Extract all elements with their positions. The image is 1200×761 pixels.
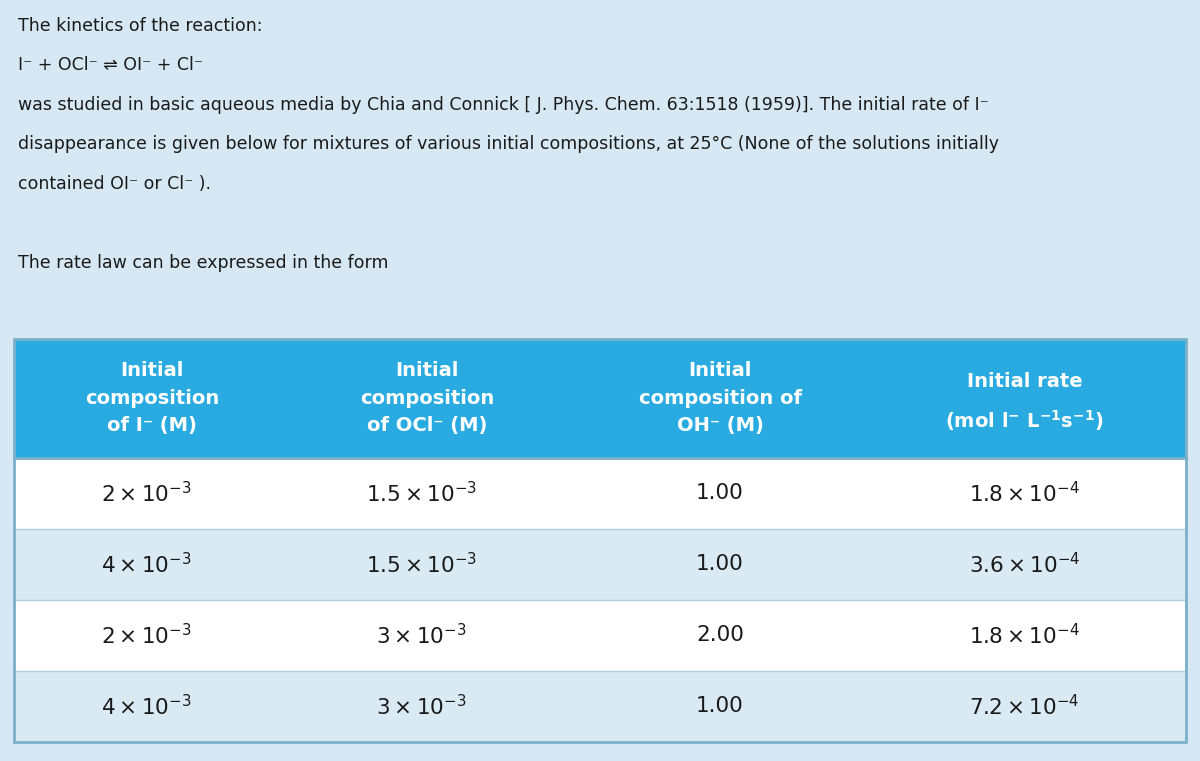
Text: composition: composition bbox=[360, 389, 494, 408]
Text: Initial: Initial bbox=[689, 361, 751, 380]
Text: Initial rate: Initial rate bbox=[967, 372, 1082, 391]
Text: contained OI⁻ or Cl⁻ ).: contained OI⁻ or Cl⁻ ). bbox=[18, 175, 211, 193]
Text: $1.5 \times 10^{-3}$: $1.5 \times 10^{-3}$ bbox=[366, 552, 478, 577]
Text: disappearance is given below for mixtures of various initial compositions, at 25: disappearance is given below for mixture… bbox=[18, 135, 998, 154]
Text: I⁻ + OCl⁻ ⇌ OI⁻ + Cl⁻: I⁻ + OCl⁻ ⇌ OI⁻ + Cl⁻ bbox=[18, 56, 203, 75]
Text: Initial: Initial bbox=[120, 361, 184, 380]
Text: The rate law can be expressed in the form: The rate law can be expressed in the for… bbox=[18, 254, 389, 272]
Text: of I⁻ (M): of I⁻ (M) bbox=[107, 416, 197, 435]
Text: 1.00: 1.00 bbox=[696, 483, 744, 503]
Text: $7.2 \times 10^{-4}$: $7.2 \times 10^{-4}$ bbox=[970, 694, 1080, 719]
Text: The kinetics of the reaction:: The kinetics of the reaction: bbox=[18, 17, 263, 35]
Text: composition: composition bbox=[85, 389, 220, 408]
Text: $3 \times 10^{-3}$: $3 \times 10^{-3}$ bbox=[377, 622, 467, 648]
Text: $3.6 \times 10^{-4}$: $3.6 \times 10^{-4}$ bbox=[968, 552, 1080, 577]
Text: OH⁻ (M): OH⁻ (M) bbox=[677, 416, 763, 435]
Text: $1.8 \times 10^{-4}$: $1.8 \times 10^{-4}$ bbox=[970, 622, 1080, 648]
Text: 2.00: 2.00 bbox=[696, 626, 744, 645]
Text: $2 \times 10^{-3}$: $2 \times 10^{-3}$ bbox=[101, 622, 192, 648]
Text: 1.00: 1.00 bbox=[696, 696, 744, 716]
Text: $4 \times 10^{-3}$: $4 \times 10^{-3}$ bbox=[101, 694, 192, 719]
Text: 1.00: 1.00 bbox=[696, 554, 744, 575]
Text: (mol $\mathregular{l^{-}}$ $\mathregular{L^{-1}s^{-1}}$): (mol $\mathregular{l^{-}}$ $\mathregular… bbox=[946, 408, 1104, 432]
Text: composition of: composition of bbox=[638, 389, 802, 408]
Text: $1.5 \times 10^{-3}$: $1.5 \times 10^{-3}$ bbox=[366, 480, 478, 506]
Text: $2 \times 10^{-3}$: $2 \times 10^{-3}$ bbox=[101, 480, 192, 506]
Text: of OCl⁻ (M): of OCl⁻ (M) bbox=[367, 416, 487, 435]
Text: $1.8 \times 10^{-4}$: $1.8 \times 10^{-4}$ bbox=[970, 480, 1080, 506]
Text: $3 \times 10^{-3}$: $3 \times 10^{-3}$ bbox=[377, 694, 467, 719]
Text: Initial: Initial bbox=[396, 361, 458, 380]
Text: was studied in basic aqueous media by Chia and Connick [ J. Phys. Chem. 63:1518 : was studied in basic aqueous media by Ch… bbox=[18, 96, 989, 114]
Text: $4 \times 10^{-3}$: $4 \times 10^{-3}$ bbox=[101, 552, 192, 577]
